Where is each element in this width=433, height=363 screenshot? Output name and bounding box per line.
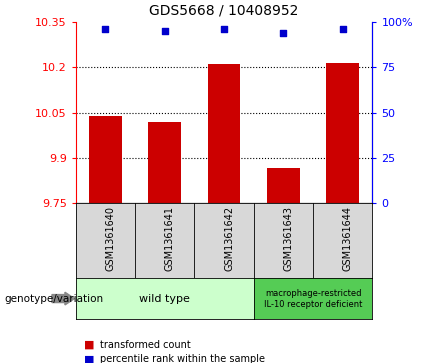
Title: GDS5668 / 10408952: GDS5668 / 10408952 xyxy=(149,4,299,18)
Point xyxy=(221,26,228,32)
Text: genotype/variation: genotype/variation xyxy=(4,294,103,303)
Bar xyxy=(149,122,181,203)
Text: macrophage-restricted
IL-10 receptor deficient: macrophage-restricted IL-10 receptor def… xyxy=(264,289,362,309)
Text: ■: ■ xyxy=(84,340,95,350)
Bar xyxy=(267,168,300,203)
Bar xyxy=(89,115,122,203)
Text: GSM1361643: GSM1361643 xyxy=(283,205,294,270)
Point xyxy=(339,26,346,32)
Text: GSM1361640: GSM1361640 xyxy=(105,205,116,270)
Text: GSM1361644: GSM1361644 xyxy=(343,205,353,270)
Bar xyxy=(208,64,240,203)
Point xyxy=(102,26,109,32)
Point xyxy=(280,30,287,36)
Text: transformed count: transformed count xyxy=(100,340,191,350)
Text: GSM1361642: GSM1361642 xyxy=(224,205,234,271)
Text: ■: ■ xyxy=(84,354,95,363)
Text: GSM1361641: GSM1361641 xyxy=(165,205,175,270)
Bar xyxy=(326,63,359,203)
Point xyxy=(162,28,168,34)
Text: wild type: wild type xyxy=(139,294,190,303)
Text: percentile rank within the sample: percentile rank within the sample xyxy=(100,354,265,363)
